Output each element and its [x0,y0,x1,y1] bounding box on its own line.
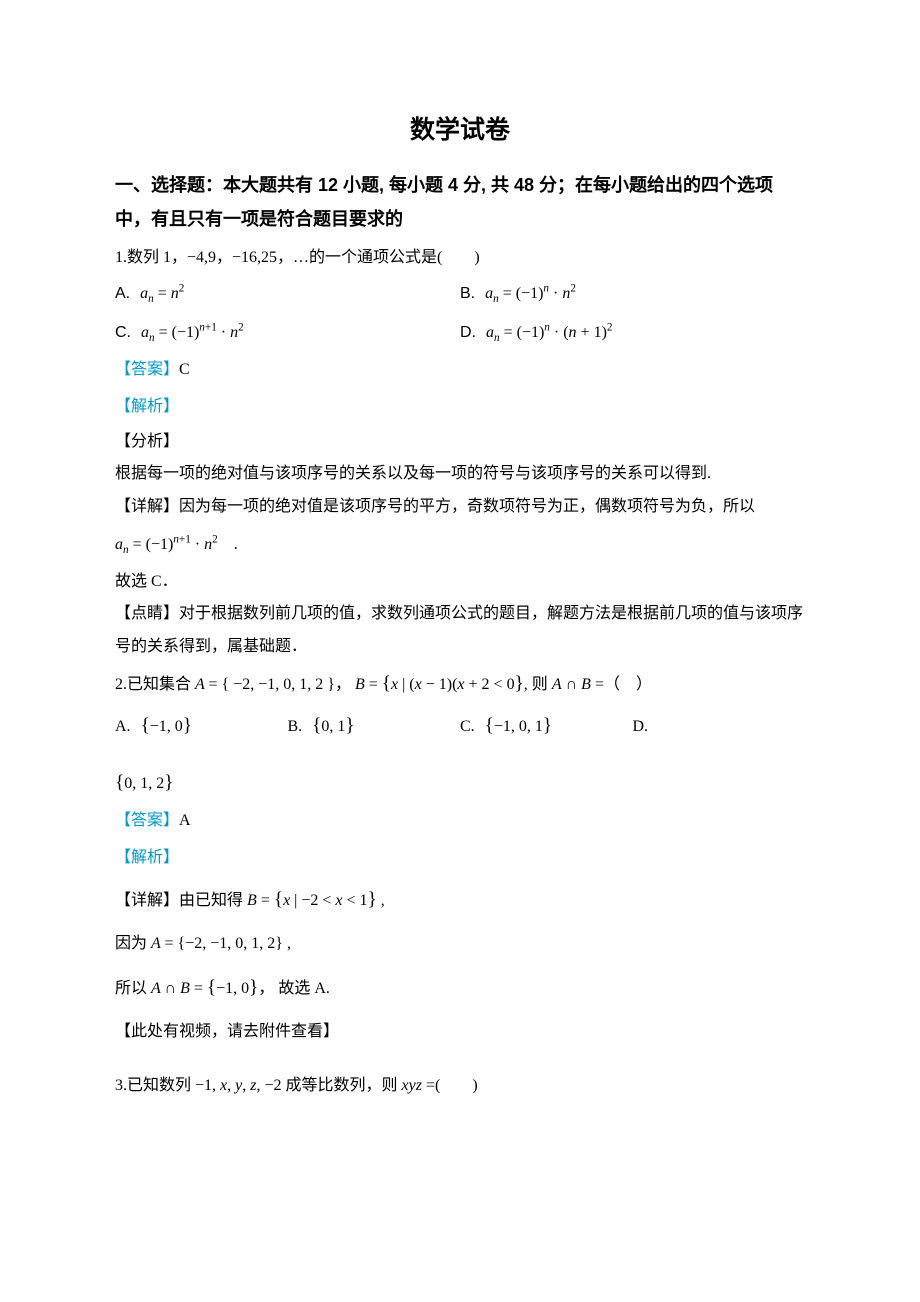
detail-text: 因为每一项的绝对值是该项序号的平方，奇数项符号为正，偶数项符号为负，所以 [179,498,755,515]
q2-option-a: A. {−1, 0} [115,703,288,749]
opt-letter: A. [115,285,130,302]
q2-option-d-continuation: {0, 1, 2} [115,763,805,802]
answer-value: C [179,361,190,378]
q2-detail-line3: 所以 A ∩ B = {−1, 0}， 故选 A. [115,964,805,1012]
q3-xyz: xyz [402,1077,422,1094]
answer-value: A [179,812,191,829]
page: 数学试卷 一、选择题：本大题共有 12 小题, 每小题 4 分, 共 48 分；… [0,0,920,1302]
q2-answer: 【答案】A [115,803,805,840]
q1-dianjing: 【点睛】对于根据数列前几项的值，求数列通项公式的题目，解题方法是根据前几项的值与… [115,598,805,664]
q2-optC-set: {−1, 0, 1} [485,718,552,735]
q2-optB-set: {0, 1} [312,718,354,735]
q2-video-note: 【此处有视频，请去附件查看】 [115,1012,805,1052]
exam-title: 数学试卷 [115,110,805,146]
opt-letter: B. [288,718,303,735]
opt-letter: C. [460,718,475,735]
spacer [115,1052,805,1070]
q2-stem-prefix: 2.已知集合 [115,676,195,693]
q1-optD-math: an = (−1)n · (n + 1)2 [486,324,613,341]
section-1-heading: 一、选择题：本大题共有 12 小题, 每小题 4 分, 共 48 分；在每小题给… [115,168,805,236]
q2-detail-line2: 因为 A = {−2, −1, 0, 1, 2} , [115,924,805,964]
opt-letter: D. [633,718,649,735]
opt-letter: D. [460,324,476,341]
q2-optA-set: {−1, 0} [141,718,192,735]
q2-analysis-label: 【解析】 [115,840,805,877]
q2-suffix: , 则 A ∩ B =（ ） [524,676,652,693]
q1-optC-math: an = (−1)n+1 · n2 [141,324,244,341]
q2-set-A: A = { −2, −1, 0, 1, 2 } [195,676,335,693]
q1-options-row-2: C. an = (−1)n+1 · n2 D. an = (−1)n · (n … [115,314,805,352]
q1-detail-conclude: 故选 C． [115,566,805,599]
dianjing-text: 对于根据数列前几项的值，求数列通项公式的题目，解题方法是根据前几项的值与该项序号… [115,605,803,655]
q2-detail-A: A = {−2, −1, 0, 1, 2} [151,935,283,952]
detail-label: 【详解】 [115,892,179,909]
opt-letter: C. [115,324,131,341]
q2-mid: ， [335,676,351,693]
q2-options: A. {−1, 0} B. {0, 1} C. {−1, 0, 1} D. [115,703,805,749]
q1-optA-math: an = n2 [140,285,184,302]
q1-detail: 【详解】因为每一项的绝对值是该项序号的平方，奇数项符号为正，偶数项符号为负，所以 [115,491,805,524]
answer-label: 【答案】 [115,812,179,829]
q3-seq: −1, x, y, z, −2 [195,1077,282,1094]
q1-option-a: A. an = n2 [115,275,460,313]
detail-label: 【详解】 [115,498,179,515]
q2-set-B: B = {x | (x − 1)(x + 2 < 0} [355,676,524,693]
q1-stem: 1.数列 1，−4,9，−16,25，…的一个通项公式是( ) [115,242,805,275]
q3-stem: 3.已知数列 −1, x, y, z, −2 成等比数列，则 xyz =( ) [115,1070,805,1103]
q1-option-d: D. an = (−1)n · (n + 1)2 [460,314,805,352]
q1-answer: 【答案】C [115,352,805,389]
q2-detail-AB: A ∩ B = {−1, 0} [151,980,258,997]
q1-option-c: C. an = (−1)n+1 · n2 [115,314,460,352]
q2-option-d: D. [633,708,806,746]
dianjing-label: 【点睛】 [115,605,179,622]
q1-optB-math: an = (−1)n · n2 [485,285,576,302]
q1-fenxi-text: 根据每一项的绝对值与该项序号的关系以及每一项的符号与该项序号的关系可以得到. [115,458,805,491]
q1-options-row-1: A. an = n2 B. an = (−1)n · n2 [115,275,805,313]
q2-stem: 2.已知集合 A = { −2, −1, 0, 1, 2 }， B = {x |… [115,664,805,703]
opt-letter: B. [460,285,475,302]
q1-option-b: B. an = (−1)n · n2 [460,275,805,313]
opt-letter: A. [115,718,131,735]
q1-fenxi-label: 【分析】 [115,426,805,459]
q2-option-c: C. {−1, 0, 1} [460,703,633,749]
q2-optD-set: {0, 1, 2} [115,775,173,792]
q2-detail-B: B = {x | −2 < x < 1} [247,892,377,909]
answer-label: 【答案】 [115,361,179,378]
q2-detail-line1: 【详解】由已知得 B = {x | −2 < x < 1} , [115,876,805,924]
q1-detail-math: an = (−1)n+1 · n2 . [115,524,805,566]
q2-option-b: B. {0, 1} [288,703,461,749]
q1-analysis-label: 【解析】 [115,389,805,426]
